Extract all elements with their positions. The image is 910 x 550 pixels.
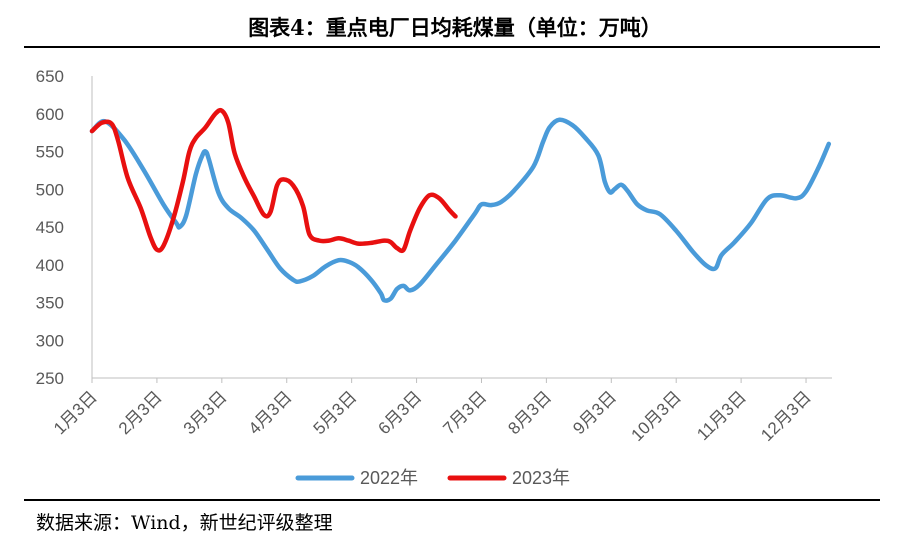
line-chart: 250 300 350 400 450 500 550 600 650 1月3日 2月3日 3月3日 4… (36, 67, 832, 488)
x-tick-label: 5月3日 (310, 387, 361, 438)
y-tick-label: 450 (36, 218, 64, 237)
legend-label-1: 2022年 (360, 468, 418, 488)
x-tick-label: 1月3日 (50, 387, 101, 438)
y-tick-label: 250 (36, 369, 64, 388)
y-tick-label: 400 (36, 256, 64, 275)
series-line-2 (89, 107, 458, 254)
y-tick-label: 350 (36, 294, 64, 313)
y-tick-label: 500 (36, 180, 64, 199)
x-tick-label: 6月3日 (375, 387, 426, 438)
x-tick-label: 10月3日 (627, 387, 685, 445)
top-rule (24, 46, 880, 48)
x-tick-label: 4月3日 (245, 387, 296, 438)
data-source-note: 数据来源：Wind，新世纪评级整理 (36, 512, 333, 534)
x-tick-label: 3月3日 (180, 387, 231, 438)
x-tick-label: 7月3日 (439, 387, 490, 438)
y-tick-label: 650 (36, 67, 64, 86)
x-tick-label: 9月3日 (569, 387, 620, 438)
x-tick-label: 12月3日 (757, 387, 815, 445)
y-tick-label: 300 (36, 331, 64, 350)
x-tick-label: 11月3日 (693, 387, 750, 444)
bottom-rule (24, 499, 880, 501)
x-tick-label: 2月3日 (115, 387, 166, 438)
chart-title: 图表4：重点电厂日均耗煤量（单位：万吨） (248, 15, 662, 40)
y-tick-label: 600 (36, 105, 64, 124)
x-tick-label: 8月3日 (504, 387, 555, 438)
chart-axes: 250 300 350 400 450 500 550 600 650 1月3日 2月3日 3月3日 4… (36, 67, 832, 445)
chart-legend: 2022年 2023年 (295, 468, 570, 488)
chart-plot-area (89, 107, 832, 303)
y-tick-label: 550 (36, 143, 64, 162)
legend-label-2: 2023年 (512, 468, 570, 488)
series-line-1 (89, 117, 832, 303)
